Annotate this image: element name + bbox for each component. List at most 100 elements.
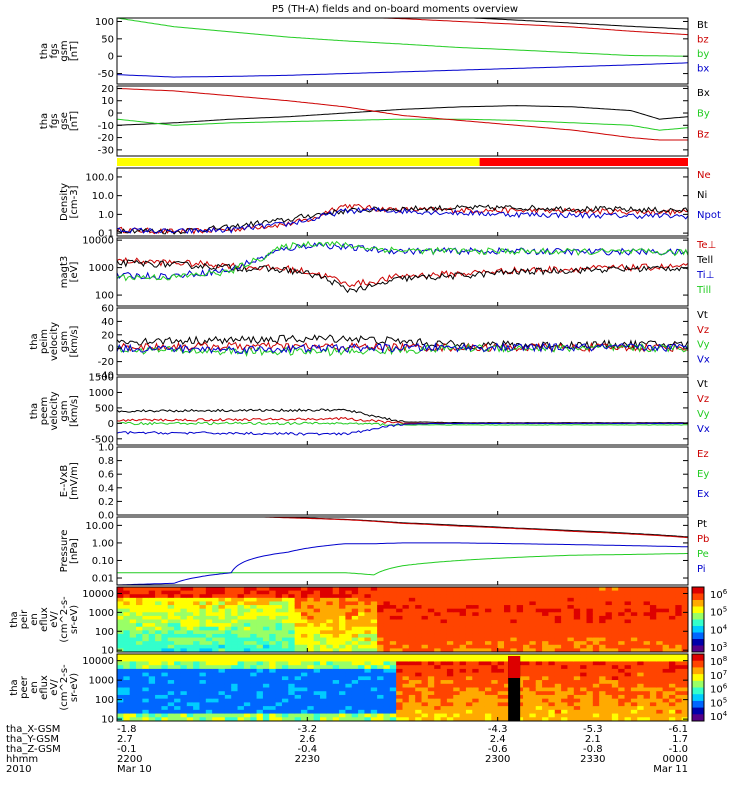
peir_spectrogram-frame <box>116 586 689 653</box>
fgs_gsm-ylabel: fgs <box>49 43 60 58</box>
xaxis-row-value: 2230 <box>295 754 320 765</box>
fgs_gse-ylabel: tha <box>39 113 50 129</box>
peir_spectrogram-colorbar-tick: 104 <box>710 623 728 636</box>
peer_spectrogram-colorbar-step <box>692 667 704 675</box>
xaxis-row-value: -0.4 <box>298 744 318 755</box>
xaxis-row-value: -3.2 <box>298 724 318 735</box>
density-ylabel: [cm-3] <box>69 185 80 218</box>
peim_velocity-frame <box>116 307 689 376</box>
peem_velocity-ylabel: [km/s] <box>69 395 80 427</box>
peir_spectrogram-ylabel: sr-eV) <box>69 605 80 634</box>
fgs_gsm-series-by <box>117 18 688 57</box>
peer_spectrogram-ylabel: (cm^2-s- <box>59 664 70 711</box>
xaxis-row-value: 0000 <box>663 754 688 765</box>
peer_spectrogram-colorbar-tick: 108 <box>710 655 727 668</box>
peer_spectrogram-colorbar-tick: 104 <box>710 710 728 723</box>
xaxis-row-label: tha_X-GSM <box>6 724 60 735</box>
peim_velocity-ytick-label: 40 <box>101 317 114 328</box>
peir_spectrogram-colorbar-tick: 103 <box>710 641 727 654</box>
peir_spectrogram-ytick-label: 10 <box>101 646 114 657</box>
peer_spectrogram-colorbar-step <box>692 687 704 695</box>
temperature-ylabel: magt3 <box>59 256 70 289</box>
peim_velocity-ylabel: gsm <box>59 331 70 352</box>
fgs_gse-ytick-label: 0 <box>108 109 114 120</box>
fgs_gse-legend-1: By <box>697 109 710 120</box>
peem_velocity-frame <box>116 376 689 446</box>
peer_spectrogram-colorbar-tick: 105 <box>710 696 727 709</box>
fgs_gse-ytick-label: 10 <box>101 96 114 107</box>
xaxis-row-value: 2200 <box>117 754 142 765</box>
fgs_gsm-legend-1: bz <box>697 35 709 46</box>
peer_spectrogram-ylabel: eV/ <box>49 679 60 696</box>
fgs_gsm-ytick-label: 50 <box>101 34 114 45</box>
peer_spectrogram-ylabel: tha <box>9 679 20 695</box>
peim_velocity-legend-0: Vt <box>697 310 708 321</box>
fgs_gse-ytick-label: 20 <box>101 84 114 95</box>
xaxis-row-value: Mar 11 <box>653 764 688 775</box>
pressure-series-Pi <box>117 542 688 585</box>
peer_spectrogram-ylabel: eflux <box>39 675 50 700</box>
peir_spectrogram-colorbar-step <box>692 600 704 607</box>
peim_velocity-legend-3: Vx <box>697 354 710 365</box>
peem_velocity-ytick-label: 500 <box>95 403 114 414</box>
xaxis-row-value: -1.8 <box>117 724 137 735</box>
peem_velocity-ylabel: gsm <box>59 400 70 421</box>
peir_spectrogram-colorbar-tick: 106 <box>710 588 728 601</box>
pressure-series-Pt <box>255 517 688 538</box>
xaxis-row-value: -6.1 <box>668 724 688 735</box>
fgs_gsm-legend-0: Bt <box>697 20 708 31</box>
peer_spectrogram-ytick-label: 100 <box>95 695 114 706</box>
fgs_gsm-ytick-label: -50 <box>98 69 114 80</box>
peer_spectrogram-frame <box>116 653 689 722</box>
fgs_gsm-ylabel: tha <box>39 43 50 59</box>
peer_spectrogram-ytick-label: 1000 <box>89 676 114 687</box>
xaxis-row-value: -0.8 <box>583 744 603 755</box>
density-ytick-label: 1.0 <box>98 210 114 221</box>
peim_velocity-ylabel: [km/s] <box>69 325 80 357</box>
temperature-legend-1: Tell <box>696 255 713 266</box>
panel-fgs_gsm: 100 50 0 -50 tha fgs gsm [nT] Bt bz by bx <box>39 17 709 85</box>
temperature-legend-2: Ti⊥ <box>696 270 714 281</box>
peer_spectrogram-colorbar-step <box>692 680 704 688</box>
density-frame <box>116 167 689 237</box>
peem_velocity-ytick-label: 0 <box>108 419 114 430</box>
peir_spectrogram-ylabel: en <box>29 613 40 626</box>
peim_velocity-ytick-label: -20 <box>98 357 114 368</box>
fgs_gsm-ytick-label: 0 <box>108 52 114 63</box>
efield-ytick-label: 0.6 <box>98 470 114 481</box>
xaxis-row-value: -5.3 <box>583 724 603 735</box>
fgs_gsm-legend-3: bx <box>697 64 709 75</box>
peem_velocity-series-Vt <box>117 408 688 424</box>
temperature-ylabel: [eV] <box>69 262 80 283</box>
xaxis-row-label: hhmm <box>6 754 38 765</box>
pressure-legend-0: Pt <box>697 519 707 530</box>
peer_spectrogram-ytick-label: 10 <box>101 715 114 726</box>
peer_spectrogram-ylabel: en <box>29 681 40 694</box>
fgs_gse-ytick-label: -30 <box>98 145 114 156</box>
fgs_gse-ylabel: fgs <box>49 113 60 128</box>
density-legend-0: Ne <box>697 170 711 181</box>
peer_spectrogram-colorbar-step <box>692 654 704 662</box>
peir_spectrogram-ytick-label: 10000 <box>82 589 114 600</box>
efield-ytick-label: 0.0 <box>98 511 114 522</box>
density-series-Ni <box>117 204 688 235</box>
fgs_gse-ytick-label: -20 <box>98 133 114 144</box>
peem_velocity-legend-3: Vx <box>697 424 710 435</box>
density-ytick-label: 10.0 <box>92 191 114 202</box>
pressure-series-Pe <box>117 553 688 576</box>
peim_velocity-legend-2: Vy <box>697 340 710 351</box>
peem_velocity-legend-2: Vy <box>697 409 710 420</box>
temperature-legend-0: Te⊥ <box>696 240 716 251</box>
xaxis-row-value: -0.1 <box>117 744 137 755</box>
fgs_gsm-legend-2: by <box>697 49 709 60</box>
peir_spectrogram-colorbar <box>691 586 705 653</box>
mode-segment-1 <box>479 158 688 166</box>
panel-temperature: 10000 1000 100 magt3 [eV] Te⊥ Tell Ti⊥ Till <box>59 236 716 307</box>
peer_spectrogram-colorbar-step <box>692 707 704 715</box>
density-legend-1: Ni <box>697 190 707 201</box>
peir_spectrogram-colorbar-step <box>692 593 704 601</box>
pressure-ytick-label: 1.00 <box>92 538 114 549</box>
peem_velocity-ytick-label: 1500 <box>89 373 114 384</box>
fgs_gsm-series-Bt <box>463 18 688 30</box>
